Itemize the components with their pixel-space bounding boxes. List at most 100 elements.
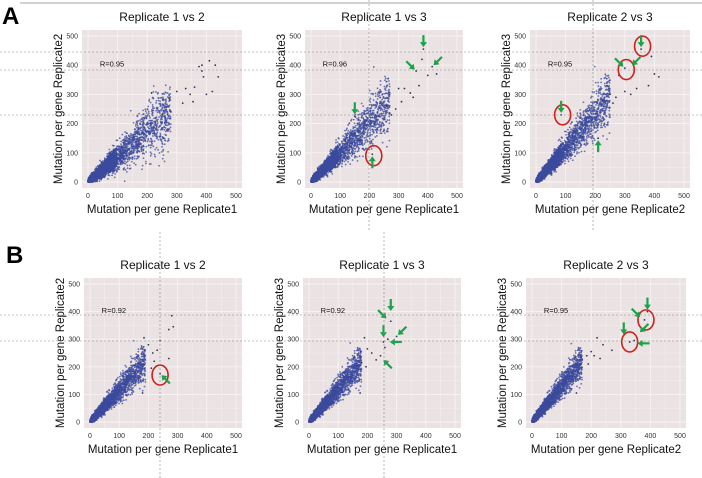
data-point — [136, 115, 139, 118]
data-point — [169, 130, 172, 133]
data-point — [111, 144, 114, 147]
data-point — [138, 132, 141, 135]
data-point — [103, 163, 107, 167]
data-point — [142, 121, 145, 123]
outlier-point — [201, 64, 203, 67]
data-point — [388, 122, 391, 125]
panel-letter-a: A — [2, 3, 19, 30]
data-point — [163, 139, 166, 142]
data-point — [123, 157, 126, 160]
outlier-point — [189, 93, 192, 96]
data-point — [379, 100, 382, 103]
data-point — [128, 154, 131, 156]
plot-title: Replicate 1 vs 2 — [119, 10, 205, 24]
outlier-point — [193, 86, 196, 88]
data-point — [141, 168, 143, 171]
outlier-point — [202, 75, 205, 78]
data-point — [124, 157, 127, 160]
data-point — [114, 159, 117, 163]
data-point — [148, 140, 151, 143]
y-tick-label: 200 — [289, 121, 301, 128]
data-point — [108, 169, 111, 173]
data-point — [141, 127, 144, 129]
data-point — [356, 160, 359, 162]
data-point — [137, 147, 140, 150]
data-point — [124, 168, 127, 171]
data-point — [152, 125, 155, 128]
data-point — [136, 124, 139, 127]
data-point — [155, 99, 158, 102]
data-point — [147, 112, 150, 115]
data-point — [167, 115, 170, 118]
data-point — [159, 135, 162, 138]
data-point — [156, 122, 159, 125]
data-point — [114, 155, 117, 159]
data-point — [162, 103, 164, 106]
data-point — [135, 135, 138, 138]
data-point — [142, 131, 145, 134]
data-point — [369, 131, 371, 134]
data-point — [364, 141, 367, 144]
data-point — [327, 171, 329, 174]
data-point — [161, 106, 164, 109]
data-point — [355, 146, 358, 148]
data-point — [159, 124, 162, 127]
data-point — [386, 130, 389, 133]
data-point — [124, 137, 127, 140]
x-tick-label: 400 — [422, 193, 434, 200]
data-point — [352, 125, 355, 128]
data-point — [153, 107, 156, 109]
data-point — [125, 170, 128, 173]
data-point — [166, 129, 168, 131]
data-point — [160, 108, 163, 111]
data-point — [148, 130, 151, 133]
data-point — [169, 86, 171, 89]
data-point — [163, 126, 166, 129]
data-point — [155, 146, 158, 149]
data-point — [351, 159, 354, 161]
data-point — [135, 132, 138, 134]
data-point — [148, 100, 150, 102]
data-point — [165, 134, 167, 137]
data-point — [143, 137, 146, 140]
data-point — [130, 144, 133, 147]
data-point — [153, 133, 156, 135]
data-point — [336, 141, 339, 144]
data-point — [369, 133, 372, 136]
data-point — [161, 128, 164, 131]
x-axis-label: Mutation per gene Replicate1 — [309, 204, 459, 216]
data-point — [150, 109, 153, 111]
data-point — [144, 110, 147, 113]
data-point — [115, 169, 118, 172]
data-point — [134, 163, 137, 166]
data-point — [359, 119, 362, 122]
data-point — [161, 142, 164, 145]
data-point — [168, 122, 171, 125]
data-point — [115, 171, 118, 173]
data-point — [151, 129, 154, 132]
data-point — [126, 158, 129, 161]
data-point — [117, 166, 119, 169]
data-point — [136, 150, 138, 153]
data-point — [124, 131, 127, 133]
data-point — [161, 93, 164, 95]
data-point — [159, 134, 162, 136]
data-point — [165, 100, 168, 102]
data-point — [99, 165, 103, 169]
data-point — [140, 133, 143, 136]
data-point — [162, 154, 165, 156]
data-point — [347, 129, 350, 132]
scatter-plot-2: Replicate 1 vs 30 100 200 300 400 50001002003… — [276, 10, 463, 216]
data-point — [108, 165, 112, 169]
data-point — [158, 97, 160, 99]
data-point — [103, 172, 107, 176]
y-axis-label: Mutation per gene Replicate2 — [53, 34, 65, 184]
data-point — [388, 85, 391, 88]
data-point — [382, 96, 385, 98]
data-point — [159, 102, 162, 105]
data-point — [109, 162, 112, 165]
data-point — [145, 112, 148, 114]
data-point — [126, 132, 128, 135]
data-point — [352, 127, 355, 130]
data-point — [375, 105, 378, 108]
